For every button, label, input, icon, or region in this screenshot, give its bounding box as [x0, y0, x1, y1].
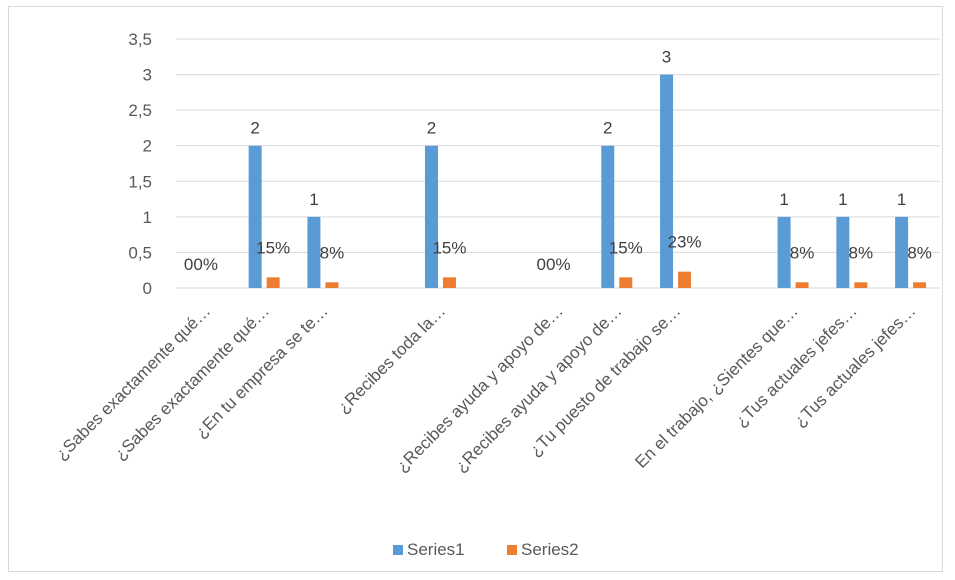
- legend-swatch-series1: [393, 545, 403, 555]
- bar-series1: [777, 216, 791, 288]
- legend-label-series1: Series1: [407, 540, 465, 559]
- bar-series1: [895, 216, 909, 288]
- bar-series2: [442, 277, 456, 288]
- bar-series1: [660, 74, 674, 288]
- data-label-series2: 23%: [668, 233, 702, 252]
- data-label-series1: 2: [427, 119, 436, 138]
- data-label-series1: 1: [838, 190, 847, 209]
- bar-series1: [836, 216, 850, 288]
- legend-label-series2: Series2: [521, 540, 579, 559]
- data-label-series1: 1: [309, 190, 318, 209]
- category-labels: ¿Sabes exactamente qué…¿Sabes exactament…: [52, 301, 920, 475]
- bar-series1: [424, 145, 438, 288]
- data-label-series2: 0%: [546, 255, 571, 274]
- data-label-series2: 15%: [432, 238, 466, 257]
- data-label-series2: 8%: [849, 243, 874, 262]
- data-label-series2: 8%: [790, 243, 815, 262]
- legend-swatch-series2: [507, 545, 517, 555]
- data-label-series1: 2: [250, 119, 259, 138]
- y-tick-label: 3,5: [128, 30, 152, 49]
- grid-lines: [176, 38, 940, 289]
- data-label-series2: 0%: [193, 255, 218, 274]
- data-label-series1: 1: [897, 190, 906, 209]
- data-label-series1: 0: [537, 255, 546, 274]
- data-label-series2: 8%: [320, 243, 345, 262]
- bar-series2: [325, 282, 339, 288]
- bars: [248, 74, 927, 288]
- data-label-series2: 8%: [907, 243, 932, 262]
- legend: Series1 Series2: [393, 540, 579, 559]
- y-tick-label: 0: [143, 279, 152, 298]
- bar-series2: [854, 282, 868, 288]
- bar-series2: [619, 277, 633, 288]
- y-axis: 0 0,5 1 1,5 2 2,5 3 3,5: [128, 30, 152, 298]
- y-tick-label: 1,5: [128, 172, 152, 191]
- y-tick-label: 2: [143, 137, 152, 156]
- category-label: ¿Tus actuales jefes…: [790, 301, 919, 430]
- data-label-series2: 15%: [256, 238, 290, 257]
- data-label-series2: 15%: [609, 238, 643, 257]
- data-labels: 0 0%215%18%215%0 0%215%323%18%18%18%: [184, 48, 932, 274]
- data-label-series1: 3: [662, 48, 671, 67]
- bar-chart: 00,511,522,533,5 0 0%215%18%215%0 0%215%32…: [52, 30, 940, 559]
- data-label-series1: 0: [184, 255, 193, 274]
- bar-series2: [795, 282, 809, 288]
- bar-series1: [307, 216, 321, 288]
- y-tick-label: 1: [143, 208, 152, 227]
- bar-series2: [678, 271, 692, 288]
- category-label: ¿Recibes toda la…: [334, 301, 450, 417]
- bar-series1: [601, 145, 615, 288]
- bar-series2: [266, 277, 280, 288]
- bar-series1: [248, 145, 262, 288]
- y-tick-label: 0,5: [128, 243, 152, 262]
- bar-series2: [913, 282, 927, 288]
- chart-frame: 0 0,5 1 1,5 2 2,5 3 3,5 0 0% 2 15% 1 8% 2 15% 0 0% 2 15% 3 2…: [8, 6, 943, 572]
- y-tick-label: 3: [143, 66, 152, 85]
- data-label-series1: 1: [779, 190, 788, 209]
- data-label-series1: 2: [603, 119, 612, 138]
- y-tick-label: 2,5: [128, 101, 152, 120]
